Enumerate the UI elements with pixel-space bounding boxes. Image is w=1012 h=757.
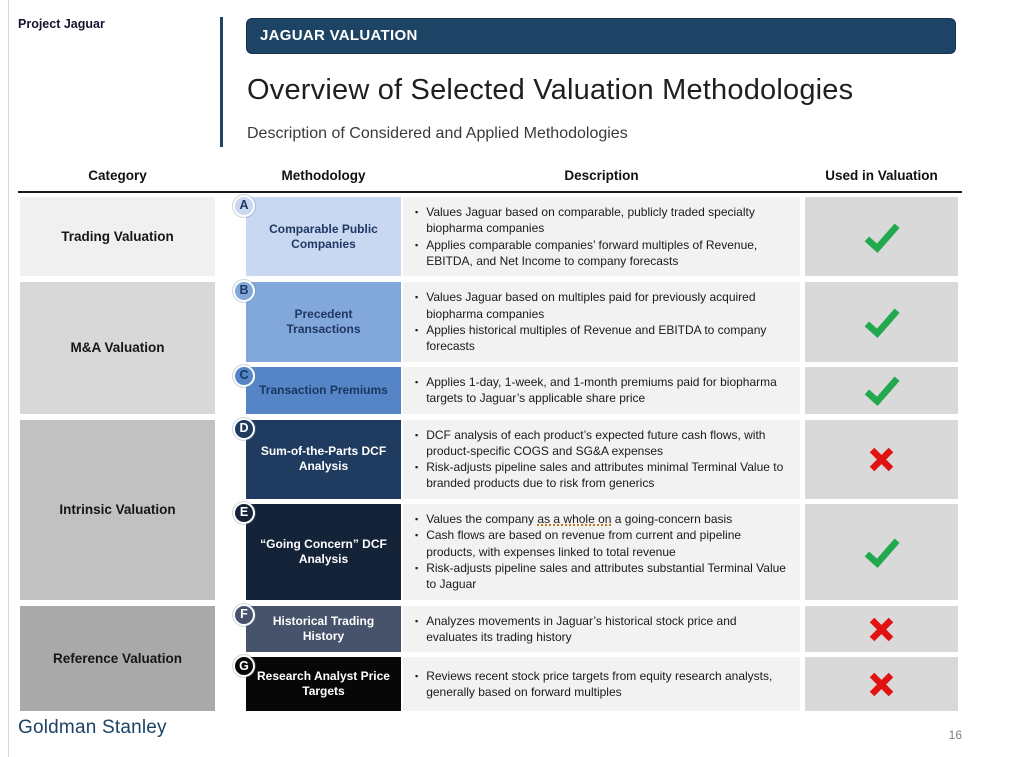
methodology-cell: D Sum-of-the-Parts DCF Analysis bbox=[233, 417, 401, 499]
category-group: Reference Valuation F Historical Trading H… bbox=[20, 603, 958, 712]
used-in-valuation-cell bbox=[805, 503, 958, 600]
cross-icon bbox=[869, 672, 894, 697]
column-header-category: Category bbox=[88, 168, 147, 183]
used-in-valuation-cell bbox=[805, 366, 958, 414]
methodology-badge: A bbox=[233, 195, 255, 217]
category-label: Intrinsic Valuation bbox=[59, 502, 176, 518]
cross-icon bbox=[869, 447, 894, 471]
check-icon bbox=[864, 308, 900, 338]
methodology-badge: G bbox=[233, 655, 255, 678]
methodology-label: Precedent Transactions bbox=[286, 306, 361, 336]
methodology-label: Comparable Public Companies bbox=[269, 221, 378, 251]
methodology-cell: A Comparable Public Companies bbox=[233, 195, 401, 277]
table-row: B Precedent Transactions Values Jaguar bas… bbox=[233, 280, 958, 362]
category-label: Trading Valuation bbox=[61, 229, 174, 245]
used-in-valuation-cell bbox=[805, 419, 958, 499]
check-icon bbox=[864, 223, 900, 253]
table-row: A Comparable Public Companies Values Jagua… bbox=[233, 195, 958, 277]
description-bullet: Values Jaguar based on comparable, publi… bbox=[408, 204, 788, 237]
used-in-valuation-cell bbox=[805, 282, 958, 362]
methodology-rows: A Comparable Public Companies Values Jagua… bbox=[233, 195, 958, 277]
table-header-rule bbox=[18, 191, 962, 193]
description-bullet: Cash flows are based on revenue from cur… bbox=[408, 527, 788, 560]
page-subtitle: Description of Considered and Applied Me… bbox=[247, 125, 628, 142]
description-bullet: Applies comparable companies’ forward mu… bbox=[408, 237, 788, 270]
methodology-label: Historical Trading History bbox=[272, 614, 375, 644]
used-in-valuation-cell bbox=[805, 197, 958, 277]
description-cell: Values Jaguar based on comparable, publi… bbox=[403, 197, 800, 277]
description-bullet: Risk-adjusts pipeline sales and attribut… bbox=[408, 459, 788, 492]
firm-logo-text: Goldman Stanley bbox=[18, 717, 167, 738]
table-header: Category Methodology Description Used in… bbox=[20, 168, 958, 183]
methodology-label: Transaction Premiums bbox=[259, 382, 388, 397]
description-bullet: Applies historical multiples of Revenue … bbox=[408, 322, 788, 355]
section-banner: JAGUAR VALUATION bbox=[246, 18, 956, 54]
spellcheck-underline: as a whole on bbox=[537, 511, 612, 526]
methodology-badge: F bbox=[233, 603, 255, 626]
methodology-label: Sum-of-the-Parts DCF Analysis bbox=[260, 444, 387, 474]
slide-edge-line bbox=[8, 0, 9, 757]
methodology-badge: D bbox=[233, 417, 255, 440]
description-bullet: Applies 1-day, 1-week, and 1-month premi… bbox=[408, 374, 788, 407]
category-group: Intrinsic Valuation D Sum-of-the-Parts DCF… bbox=[20, 417, 958, 600]
table-row: C Transaction Premiums Applies 1-day, 1-we… bbox=[233, 364, 958, 414]
description-cell: Analyzes movements in Jaguar’s historica… bbox=[403, 605, 800, 653]
cross-icon bbox=[869, 617, 894, 641]
methodology-cell: F Historical Trading History bbox=[233, 603, 401, 653]
page-number: 16 bbox=[948, 728, 962, 742]
project-label: Project Jaguar bbox=[18, 17, 105, 31]
category-cell: Trading Valuation bbox=[20, 197, 215, 277]
methodology-cell: C Transaction Premiums bbox=[233, 364, 401, 414]
table-body: Trading Valuation A Comparable Public Comp… bbox=[20, 195, 958, 717]
methodology-badge: B bbox=[233, 280, 255, 303]
category-label: M&A Valuation bbox=[70, 340, 165, 356]
description-cell: Applies 1-day, 1-week, and 1-month premi… bbox=[403, 366, 800, 414]
category-group: M&A Valuation B Precedent Transactions Valu… bbox=[20, 280, 958, 414]
description-cell: Values Jaguar based on multiples paid fo… bbox=[403, 282, 800, 362]
table-row: E“Going Concern” DCF Analysis Values the … bbox=[233, 501, 958, 600]
page-title: Overview of Selected Valuation Methodolo… bbox=[247, 74, 854, 106]
used-in-valuation-cell bbox=[805, 605, 958, 653]
methodology-rows: B Precedent Transactions Values Jaguar bas… bbox=[233, 280, 958, 414]
category-cell: Intrinsic Valuation bbox=[20, 419, 215, 600]
description-bullet: DCF analysis of each product’s expected … bbox=[408, 427, 788, 460]
methodology-rows: F Historical Trading History Analyzes move… bbox=[233, 603, 958, 712]
category-cell: Reference Valuation bbox=[20, 605, 215, 712]
check-icon bbox=[864, 376, 900, 407]
used-in-valuation-cell bbox=[805, 657, 958, 712]
description-bullet: Risk-adjusts pipeline sales and attribut… bbox=[408, 560, 788, 593]
header-vertical-divider bbox=[220, 17, 223, 147]
description-cell: DCF analysis of each product’s expected … bbox=[403, 419, 800, 499]
description-bullet: Values Jaguar based on multiples paid fo… bbox=[408, 289, 788, 322]
methodology-cell: E “Going Concern” DCF Analysis bbox=[233, 501, 401, 600]
methodology-badge: E bbox=[233, 501, 255, 524]
description-bullet: Values the company as a whole on a going… bbox=[408, 511, 788, 528]
column-header-methodology: Methodology bbox=[281, 168, 366, 183]
column-header-description: Description bbox=[564, 168, 639, 183]
check-icon bbox=[864, 538, 900, 568]
description-bullet: Reviews recent stock price targets from … bbox=[408, 668, 788, 701]
description-cell: Values the company as a whole on a going… bbox=[403, 503, 800, 600]
methodology-label: Research Analyst Price Targets bbox=[257, 669, 390, 699]
description-bullet: Analyzes movements in Jaguar’s historica… bbox=[408, 613, 788, 646]
methodology-badge: C bbox=[233, 364, 255, 387]
column-header-used: Used in Valuation bbox=[825, 168, 938, 183]
category-cell: M&A Valuation bbox=[20, 282, 215, 414]
methodology-cell: B Precedent Transactions bbox=[233, 280, 401, 362]
category-label: Reference Valuation bbox=[52, 651, 183, 667]
methodology-cell: G Research Analyst Price Targets bbox=[233, 655, 401, 712]
methodology-label: “Going Concern” DCF Analysis bbox=[260, 536, 387, 566]
table-row: F Historical Trading History Analyzes move… bbox=[233, 603, 958, 653]
category-group: Trading Valuation A Comparable Public Comp… bbox=[20, 195, 958, 277]
description-cell: Reviews recent stock price targets from … bbox=[403, 657, 800, 712]
